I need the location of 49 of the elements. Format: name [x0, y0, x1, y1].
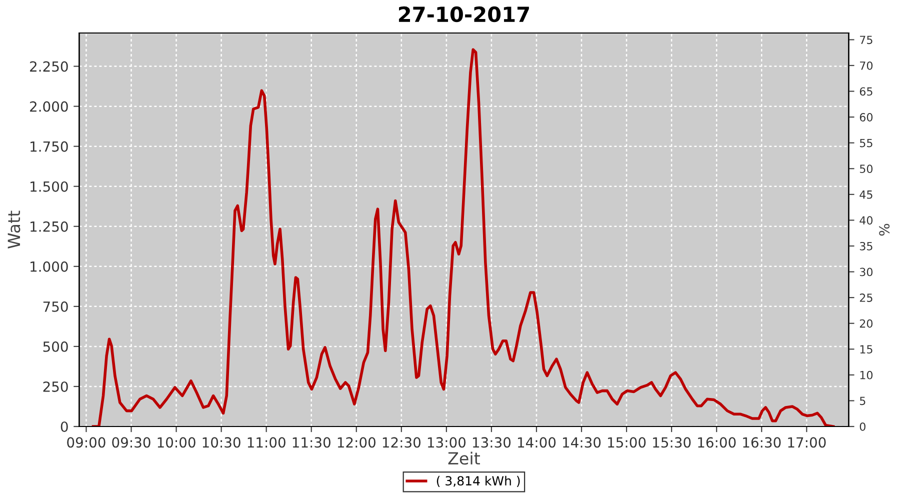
y2-tick-label: 70: [860, 61, 873, 70]
y2-tick-label: 55: [860, 138, 872, 148]
x-tick-label: 15:00: [608, 437, 646, 448]
chart-title: 27-10-2017: [398, 6, 529, 22]
x-axis-title: Zeit: [448, 452, 480, 465]
y2-tick-label: 30: [860, 268, 873, 276]
x-tick-label: 17:00: [788, 437, 826, 448]
x-tick-label: 09:00: [67, 437, 106, 448]
y2-tick-label: 15: [860, 345, 872, 354]
legend-label: ( 3,814 kWh ): [436, 476, 520, 487]
y2-tick-label: 65: [860, 87, 872, 96]
x-tick-label: 14:30: [563, 437, 601, 448]
y2-tick-label: 0: [860, 422, 866, 431]
x-tick-label: 12:30: [382, 437, 420, 448]
y2-tick-label: 20: [860, 319, 873, 328]
y-tick-label: 1.750: [30, 141, 68, 152]
x-tick-label: 13:00: [428, 437, 466, 448]
y-tick-label: 2.000: [30, 101, 68, 112]
y-tick-label: 500: [43, 341, 68, 352]
x-tick-label: 11:00: [248, 437, 286, 448]
x-tick-label: 11:30: [292, 437, 330, 448]
x-tick-label: 12:00: [338, 437, 376, 448]
x-tick-label: 13:30: [472, 437, 511, 448]
y-axis-title: Watt: [8, 210, 20, 249]
y2-tick-label: 40: [860, 216, 873, 225]
y2-tick-label: 5: [860, 396, 866, 406]
y2-tick-label: 10: [860, 370, 873, 380]
x-tick-label: 16:30: [743, 437, 781, 448]
x-tick-label: 10:00: [158, 437, 196, 448]
y2-tick-label: 50: [860, 164, 873, 174]
x-tick-label: 10:30: [202, 437, 240, 448]
y2-tick-label: 60: [860, 113, 873, 122]
y-tick-label: 1.250: [30, 221, 68, 232]
y2-tick-label: 45: [860, 190, 872, 199]
y-tick-label: 2.250: [30, 61, 68, 72]
line-series: [92, 48, 835, 426]
y-tick-label: 250: [43, 381, 68, 392]
y-tick-label: 0: [60, 421, 68, 432]
y2-axis-title: %: [879, 224, 890, 236]
x-tick-label: 16:00: [698, 437, 736, 448]
x-tick-label: 09:30: [112, 437, 150, 448]
y-tick-label: 1.000: [30, 261, 68, 272]
y2-tick-label: 35: [860, 242, 872, 250]
x-tick-label: 15:30: [653, 437, 691, 448]
y-tick-label: 750: [43, 301, 68, 312]
y-tick-label: 1.500: [30, 181, 68, 192]
y2-tick-label: 75: [860, 36, 872, 44]
y2-tick-label: 25: [860, 294, 872, 302]
x-tick-label: 14:00: [518, 437, 556, 448]
